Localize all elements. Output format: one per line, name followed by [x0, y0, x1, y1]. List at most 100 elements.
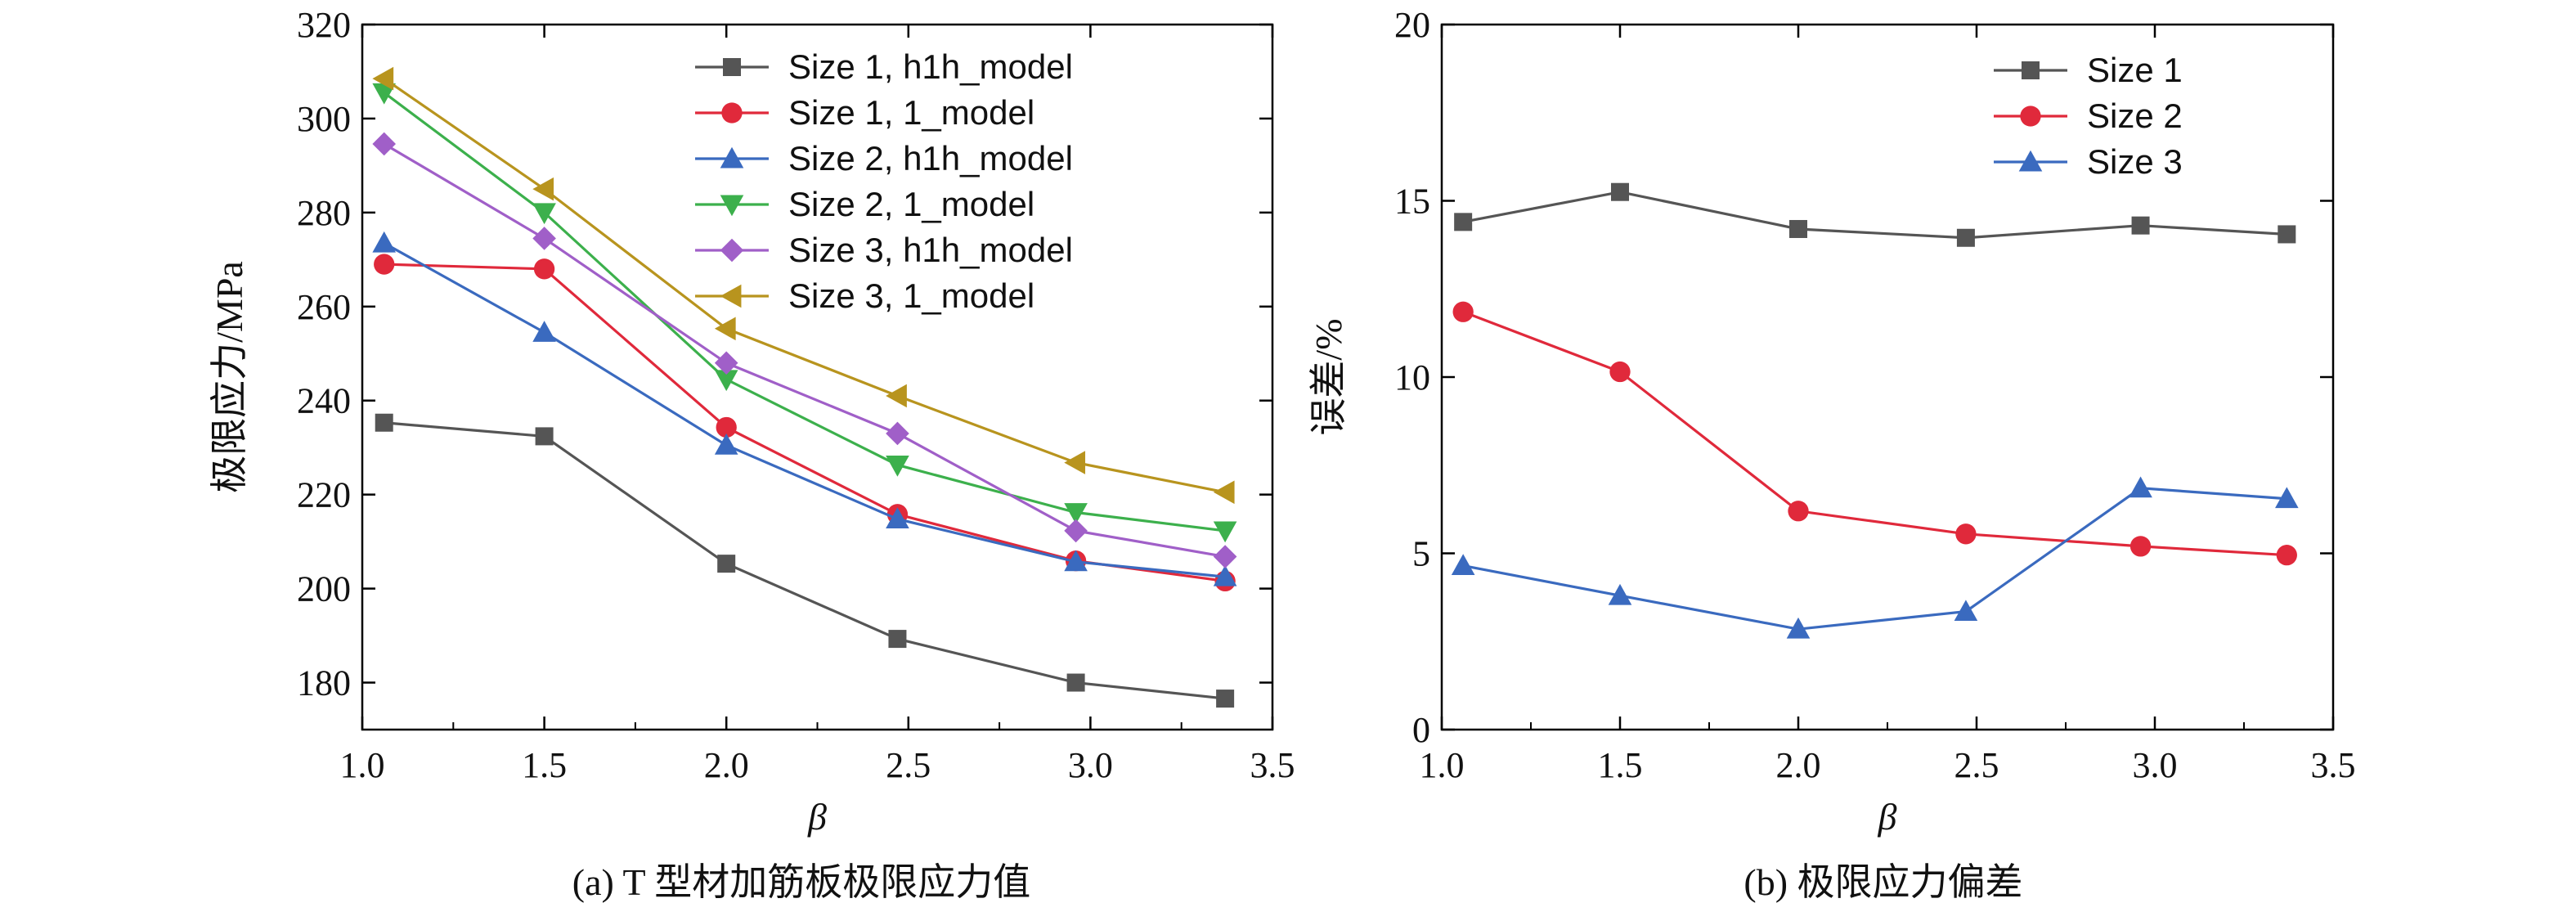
series-line — [383, 92, 1226, 532]
data-point — [1608, 583, 1632, 605]
series-2 — [1452, 301, 2297, 566]
data-point — [714, 370, 738, 392]
legend-marker — [723, 58, 741, 76]
x-tick-label: 2.5 — [886, 745, 931, 785]
data-point — [1064, 503, 1088, 524]
data-point — [2129, 476, 2152, 498]
series-line — [1462, 191, 2287, 240]
x-tick-label: 1.0 — [340, 745, 385, 785]
legend-label: Size 3, 1_model — [788, 276, 1034, 315]
data-point — [532, 321, 556, 342]
y-tick-label: 320 — [297, 5, 351, 45]
x-tick-label: 1.5 — [522, 745, 567, 785]
series-line — [1462, 310, 2287, 557]
data-point — [886, 456, 909, 477]
x-tick-label: 3.0 — [1068, 745, 1113, 785]
data-point — [2129, 536, 2152, 557]
series-line — [383, 142, 1226, 559]
data-point — [374, 254, 395, 275]
data-point — [1213, 564, 1237, 586]
data-point — [1788, 501, 1809, 522]
data-point — [888, 630, 907, 649]
x-axis-label: β — [1878, 796, 1897, 838]
data-point — [372, 132, 397, 156]
legend-label: Size 2, 1_model — [788, 185, 1034, 223]
data-point — [2275, 487, 2299, 509]
x-tick-label: 1.5 — [1598, 745, 1643, 785]
data-point — [1064, 451, 1086, 474]
data-point — [2131, 216, 2150, 235]
data-point — [1954, 600, 1978, 622]
chart-panel-b: 1.0 1.5 2.0 2.5 3.0 3.5 0 5 10 15 20 β 误差/% (b) 极限应力偏… — [1308, 5, 2356, 903]
series-6 — [372, 66, 1235, 505]
legend-marker — [720, 146, 744, 168]
x-tick-label: 2.0 — [1776, 745, 1821, 785]
data-point — [1216, 690, 1235, 708]
data-point — [1955, 523, 1977, 545]
data-point — [372, 231, 397, 253]
legend: Size 1, h1h_model Size 1, 1_model Size 2, … — [695, 47, 1073, 315]
series-line — [383, 77, 1226, 494]
y-tick-label: 0 — [1412, 710, 1430, 750]
legend-marker — [2020, 106, 2041, 127]
data-point — [714, 317, 736, 341]
y-tick-label: 180 — [297, 663, 351, 703]
x-axis-label: β — [807, 796, 827, 838]
x-tick-label: 3.5 — [2311, 745, 2356, 785]
y-tick-label: 5 — [1412, 534, 1430, 574]
figure-caption: (a) T 型材加筋板极限应力值 — [572, 861, 1031, 903]
series-3 — [1451, 476, 2299, 639]
chart-panel-a: 1.0 1.5 2.0 2.5 3.0 3.5 180 200 220 240 260 280 300 3… — [209, 5, 1295, 903]
data-point — [1609, 361, 1631, 383]
data-point — [716, 416, 737, 438]
legend-marker — [720, 284, 742, 308]
y-tick-label: 300 — [297, 99, 351, 139]
data-point — [372, 83, 397, 105]
data-point — [1452, 301, 1474, 322]
series-5 — [372, 132, 1237, 568]
series-line — [383, 241, 1226, 578]
y-tick-label: 280 — [297, 193, 351, 233]
data-point — [1066, 673, 1085, 692]
legend: Size 1 Size 2 Size 3 — [1994, 51, 2183, 181]
data-point — [532, 203, 556, 225]
x-tick-label: 1.0 — [1420, 745, 1465, 785]
data-point — [886, 507, 909, 528]
plot-frame — [1440, 23, 2335, 731]
legend-marker — [2018, 150, 2043, 172]
legend-marker — [721, 102, 743, 124]
data-point — [886, 421, 909, 446]
data-point — [1213, 480, 1235, 505]
y-tick-label: 240 — [297, 381, 351, 421]
y-tick-label: 15 — [1394, 182, 1430, 222]
data-point — [717, 555, 736, 573]
data-point — [2278, 225, 2296, 244]
y-axis-label: 误差/% — [1308, 318, 1349, 435]
x-tick-label: 2.0 — [704, 745, 749, 785]
legend-label: Size 1 — [2087, 51, 2183, 89]
data-point — [372, 66, 394, 91]
data-point — [1451, 554, 1475, 576]
data-point — [532, 227, 556, 250]
data-point — [714, 351, 738, 375]
data-point — [714, 434, 738, 455]
legend-marker — [2022, 61, 2040, 79]
data-point — [532, 177, 554, 201]
data-point — [2276, 545, 2297, 566]
data-point — [1789, 219, 1807, 238]
legend-label: Size 1, 1_model — [788, 93, 1034, 132]
legend-label: Size 1, h1h_model — [788, 47, 1073, 86]
data-point — [533, 258, 555, 280]
data-point — [1064, 519, 1088, 543]
data-point — [1956, 228, 1975, 247]
x-tick-label: 3.5 — [1250, 745, 1295, 785]
series-1 — [375, 413, 1235, 708]
y-tick-label: 10 — [1394, 357, 1430, 398]
legend-label: Size 2, h1h_model — [788, 139, 1073, 177]
data-point — [886, 384, 907, 408]
data-point — [1064, 550, 1088, 572]
x-tick-label: 2.5 — [1954, 745, 1999, 785]
legend-label: Size 3 — [2087, 142, 2183, 181]
data-point — [535, 427, 554, 446]
